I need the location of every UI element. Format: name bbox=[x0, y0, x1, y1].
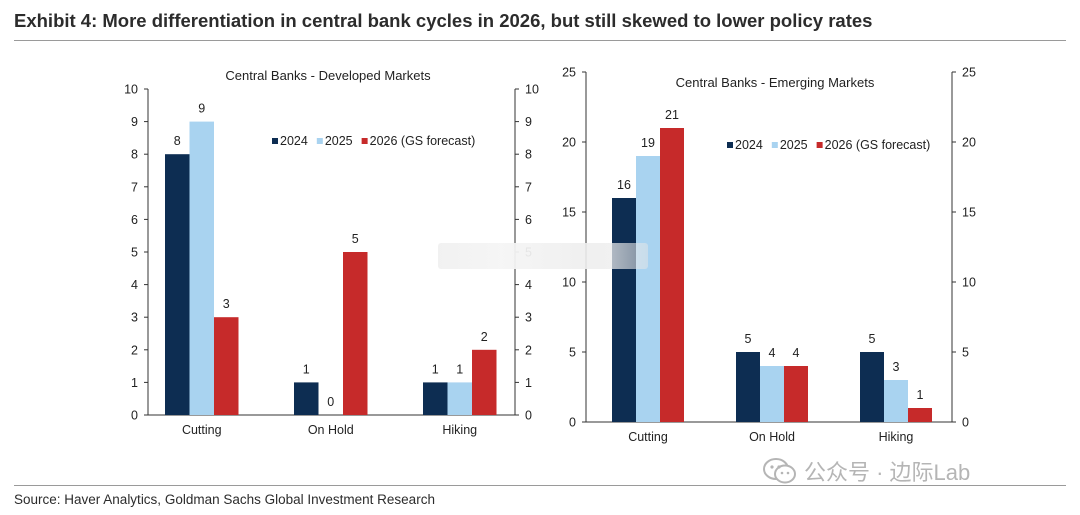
y-tick-label-left: 7 bbox=[131, 180, 138, 194]
bar-2026-on-hold bbox=[784, 366, 808, 422]
bar-2024-hiking bbox=[423, 382, 448, 415]
y-tick-label-left: 20 bbox=[562, 136, 576, 150]
bar-value-label: 1 bbox=[917, 388, 924, 402]
bar-2025-cutting bbox=[189, 121, 214, 415]
source-note: Source: Haver Analytics, Goldman Sachs G… bbox=[14, 492, 435, 507]
legend-entry: 2026 (GS forecast) bbox=[370, 134, 476, 148]
y-tick-label-left: 10 bbox=[124, 83, 138, 97]
y-tick-label-right: 0 bbox=[525, 409, 532, 423]
chart-title: Central Banks - Developed Markets bbox=[225, 68, 431, 83]
legend-swatch bbox=[771, 142, 778, 148]
y-tick-label-left: 2 bbox=[131, 343, 138, 357]
y-tick-label-right: 10 bbox=[962, 276, 976, 290]
bar-value-label: 4 bbox=[793, 346, 800, 360]
y-tick-label-left: 5 bbox=[569, 346, 576, 360]
bar-2026-cutting bbox=[660, 128, 684, 422]
legend-entry: 2025 bbox=[325, 134, 353, 148]
y-tick-label-left: 6 bbox=[131, 213, 138, 227]
y-tick-label-right: 5 bbox=[962, 346, 969, 360]
legend-entry: 2024 bbox=[735, 138, 763, 152]
wechat-icon bbox=[763, 458, 796, 484]
bar-value-label: 5 bbox=[352, 232, 359, 246]
y-tick-label-right: 9 bbox=[525, 115, 532, 129]
y-tick-label-right: 2 bbox=[525, 343, 532, 357]
chart-title: Central Banks - Emerging Markets bbox=[676, 75, 875, 90]
bar-value-label: 9 bbox=[198, 102, 205, 116]
y-tick-label-left: 1 bbox=[131, 376, 138, 390]
y-tick-label-right: 1 bbox=[525, 376, 532, 390]
y-tick-label-left: 3 bbox=[131, 311, 138, 325]
footer-divider bbox=[14, 485, 1066, 486]
legend-swatch bbox=[727, 142, 733, 148]
y-tick-label-right: 6 bbox=[525, 213, 532, 227]
legend-entry: 2025 bbox=[780, 138, 808, 152]
bar-value-label: 0 bbox=[327, 395, 334, 409]
y-tick-label-left: 9 bbox=[131, 115, 138, 129]
bar-2024-cutting bbox=[165, 154, 190, 415]
y-tick-label-right: 3 bbox=[525, 311, 532, 325]
bar-2026-on-hold bbox=[343, 252, 368, 415]
bar-value-label: 5 bbox=[745, 332, 752, 346]
y-tick-label-right: 25 bbox=[962, 66, 976, 80]
y-tick-label-left: 5 bbox=[131, 246, 138, 260]
legend-swatch bbox=[316, 138, 323, 144]
bar-value-label: 8 bbox=[174, 134, 181, 148]
bar-2025-cutting bbox=[636, 156, 660, 422]
bar-2025-hiking bbox=[447, 382, 472, 415]
bar-2025-on-hold bbox=[760, 366, 784, 422]
bar-2024-on-hold bbox=[736, 352, 760, 422]
bar-value-label: 16 bbox=[617, 178, 631, 192]
bar-2024-hiking bbox=[860, 352, 884, 422]
legend-entry: 2024 bbox=[280, 134, 308, 148]
y-tick-label-left: 0 bbox=[131, 409, 138, 423]
legend-entry: 2026 (GS forecast) bbox=[825, 138, 931, 152]
y-tick-label-left: 10 bbox=[562, 276, 576, 290]
category-label: On Hold bbox=[749, 430, 795, 444]
bar-value-label: 19 bbox=[641, 136, 655, 150]
bar-value-label: 2 bbox=[481, 330, 488, 344]
bar-2026-cutting bbox=[214, 317, 239, 415]
y-tick-label-right: 8 bbox=[525, 148, 532, 162]
legend-swatch bbox=[816, 142, 823, 148]
bar-value-label: 1 bbox=[432, 362, 439, 376]
y-tick-label-left: 0 bbox=[569, 416, 576, 430]
y-tick-label-left: 15 bbox=[562, 206, 576, 220]
y-tick-label-left: 8 bbox=[131, 148, 138, 162]
y-tick-label-left: 4 bbox=[131, 278, 138, 292]
y-tick-label-right: 7 bbox=[525, 180, 532, 194]
y-tick-label-right: 4 bbox=[525, 278, 532, 292]
category-label: On Hold bbox=[308, 423, 354, 437]
bar-value-label: 3 bbox=[893, 360, 900, 374]
bar-2026-hiking bbox=[908, 408, 932, 422]
y-tick-label-right: 0 bbox=[962, 416, 969, 430]
exhibit-title: Exhibit 4: More differentiation in centr… bbox=[14, 10, 873, 31]
category-label: Cutting bbox=[628, 430, 668, 444]
y-tick-label-left: 25 bbox=[562, 66, 576, 80]
bar-value-label: 1 bbox=[303, 362, 310, 376]
bar-value-label: 4 bbox=[769, 346, 776, 360]
bar-value-label: 1 bbox=[456, 362, 463, 376]
title-divider bbox=[14, 40, 1066, 41]
y-tick-label-right: 20 bbox=[962, 136, 976, 150]
blurred-region bbox=[438, 243, 648, 269]
category-label: Hiking bbox=[442, 423, 477, 437]
category-label: Cutting bbox=[182, 423, 222, 437]
bar-2025-hiking bbox=[884, 380, 908, 422]
legend-swatch bbox=[361, 138, 368, 144]
bar-2026-hiking bbox=[472, 349, 497, 415]
bar-2024-cutting bbox=[612, 198, 636, 422]
bar-value-label: 21 bbox=[665, 108, 679, 122]
y-tick-label-right: 15 bbox=[962, 206, 976, 220]
bar-value-label: 3 bbox=[223, 297, 230, 311]
y-tick-label-right: 10 bbox=[525, 83, 539, 97]
category-label: Hiking bbox=[879, 430, 914, 444]
bar-value-label: 5 bbox=[869, 332, 876, 346]
bar-2024-on-hold bbox=[294, 382, 319, 415]
chart-emerging-markets: Central Banks - Emerging Markets 0 0 5 5 10 10… bbox=[562, 66, 976, 445]
legend-swatch bbox=[272, 138, 278, 144]
watermark: 公众号 · 边际Lab bbox=[762, 456, 970, 486]
watermark-text: 公众号 · 边际Lab bbox=[804, 460, 971, 485]
